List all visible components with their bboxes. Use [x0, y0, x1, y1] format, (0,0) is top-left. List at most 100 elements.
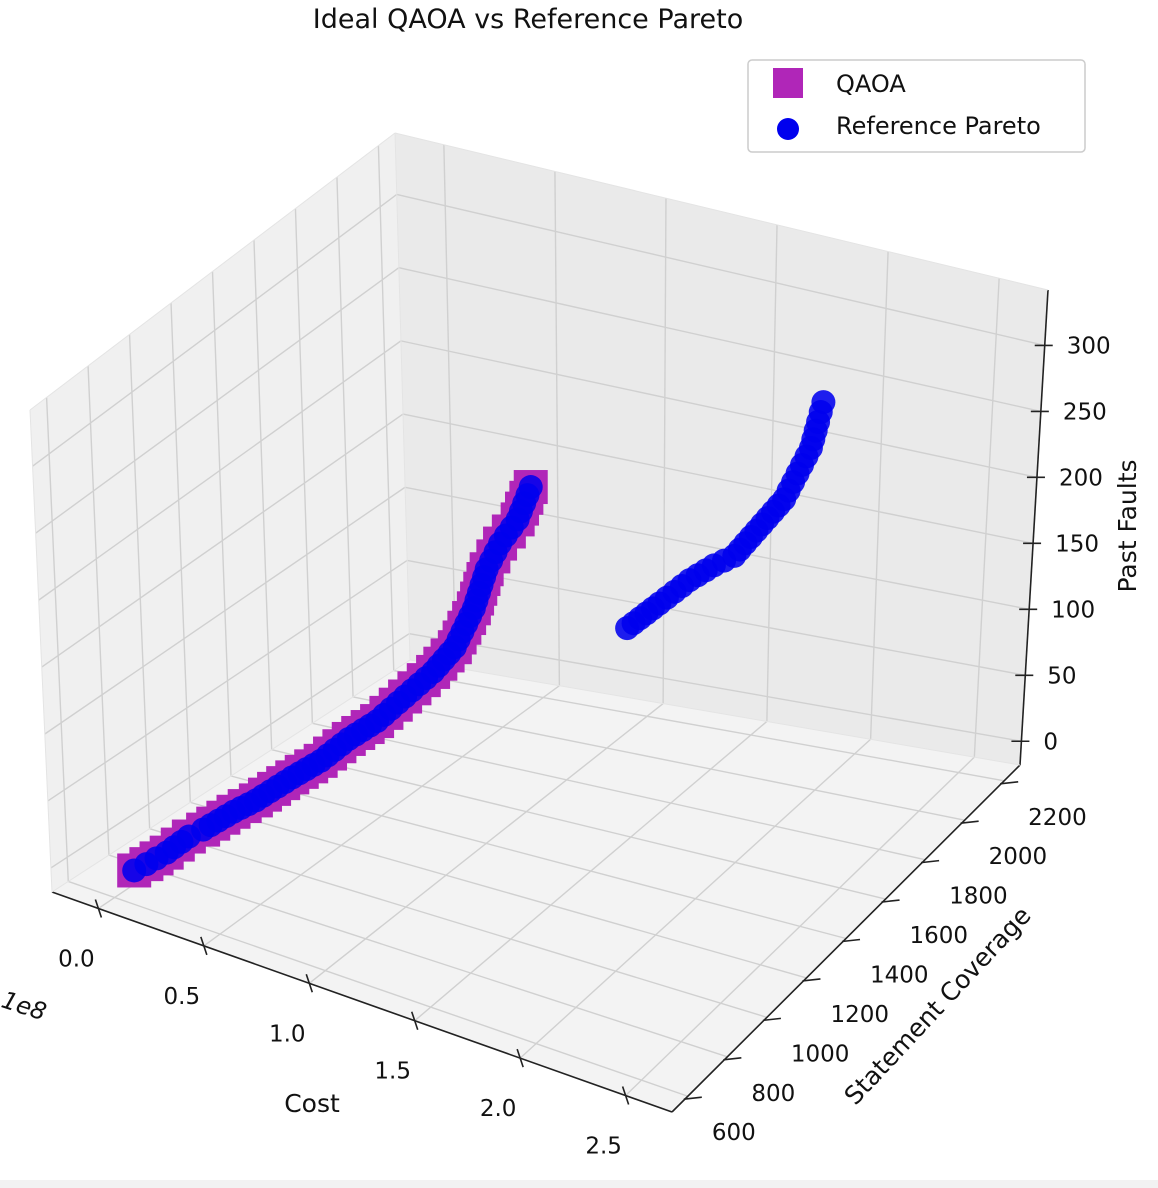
grid-z-wall: [44, 486, 406, 735]
grid-y-floor: [149, 828, 768, 1019]
grid-z-back: [396, 193, 1045, 347]
grid-z-wall: [41, 413, 404, 668]
x-tick-label: 1.0: [269, 1021, 306, 1047]
grid-y-wall: [294, 208, 314, 724]
legend-reference-marker: [777, 118, 799, 140]
chart-title: Ideal QAOA vs Reference Pareto: [313, 4, 743, 35]
legend-qaoa-marker: [773, 68, 803, 98]
y-tick-mark: [762, 1017, 781, 1022]
x-tick-mark: [94, 899, 103, 918]
grid-z-wall: [35, 267, 400, 534]
axes-lines: [29, 132, 1049, 1113]
z-axis-line: [1019, 289, 1049, 766]
x-tick-label: 2.0: [480, 1096, 517, 1122]
y-tick-mark: [841, 938, 861, 943]
y-tick-label: 1400: [870, 963, 929, 989]
y-tick-label: 1800: [949, 884, 1008, 910]
grid-y-wall: [211, 271, 232, 777]
z-tick-label: 0: [1043, 729, 1058, 755]
grid-x-back: [973, 278, 1000, 758]
pane-back: [395, 133, 1048, 765]
x-tick-mark: [200, 936, 208, 956]
grid-z-wall: [38, 340, 402, 601]
grid-y-floor: [352, 696, 965, 821]
z-tick-label: 300: [1067, 333, 1111, 359]
pane-left: [30, 133, 410, 892]
y-tick-label: 1200: [830, 1002, 889, 1028]
grid-z-back: [402, 413, 1034, 545]
grid-z-wall: [32, 193, 398, 467]
data-marks: [117, 390, 836, 888]
pane-edge: [394, 132, 1049, 291]
y-tick-label: 2000: [989, 844, 1048, 870]
y-tick-mark: [723, 1057, 742, 1061]
x-tick-label: 2.5: [585, 1134, 622, 1160]
grid-y-floor: [312, 722, 926, 861]
grid-z-wall: [47, 559, 408, 802]
z-tick-label: 150: [1055, 531, 1099, 557]
x-axis-label: Cost: [284, 1089, 340, 1118]
x-axis-line: [51, 891, 673, 1113]
x-tick-mark: [621, 1086, 630, 1105]
grid-z-back: [400, 340, 1038, 479]
grid-x-back: [554, 171, 561, 686]
legend: QAOA Reference Pareto: [747, 59, 1086, 153]
legend-frame: [747, 59, 1086, 153]
grid-y-floor: [108, 854, 728, 1058]
x-tick-label: 0.0: [58, 946, 95, 972]
pane-edge: [29, 132, 396, 411]
y-tick-mark: [1000, 780, 1019, 785]
grid-x-back: [869, 251, 889, 740]
y-tick-mark: [881, 899, 900, 903]
grid-z-wall: [50, 633, 410, 869]
x-tick-label: 1.5: [374, 1059, 411, 1085]
grid-y-floor: [68, 880, 689, 1097]
x-tick-label: 0.5: [164, 984, 201, 1010]
y-tick-mark: [960, 820, 979, 824]
y-tick-mark: [921, 859, 940, 864]
grid-y-floor: [393, 669, 1005, 782]
pane-edge: [409, 659, 1021, 766]
grid-y-wall: [336, 177, 354, 697]
grid-y-floor: [271, 748, 886, 900]
reference-point: [518, 475, 543, 500]
grid-y-wall: [45, 397, 69, 882]
bottom-strip: [0, 1180, 1158, 1188]
y-tick-label: 1000: [791, 1041, 850, 1067]
grid-y-floor: [230, 775, 847, 940]
y-tick-label: 2200: [1028, 805, 1087, 831]
legend-qaoa-label: QAOA: [836, 70, 906, 98]
x-tick-mark: [516, 1048, 524, 1068]
axes-ticks: 0.0 0.5 1.0 1.5 2.0 2.5 600 800 1000 1200 1400 1600…: [58, 333, 1111, 1159]
z-tick-label: 200: [1059, 465, 1103, 491]
y-tick-label: 1600: [910, 923, 969, 949]
grid-x-back: [443, 144, 457, 668]
pane-edge: [51, 659, 411, 893]
grid-y-wall: [253, 239, 273, 750]
z-tick-label: 250: [1063, 399, 1107, 425]
legend-reference-label: Reference Pareto: [836, 112, 1041, 140]
z-axis-label: Past Faults: [1113, 459, 1142, 592]
y-tick-label: 800: [751, 1081, 795, 1107]
grid-x-back: [766, 224, 778, 722]
x-tick-mark: [305, 974, 314, 993]
grid-z-back: [409, 632, 1022, 742]
y-tick-label: 600: [712, 1120, 756, 1146]
y-tick-mark: [802, 978, 821, 982]
pane-edge: [394, 132, 411, 661]
reference-point: [811, 390, 836, 415]
grid-y-wall: [87, 365, 110, 856]
grid-y-wall: [170, 302, 192, 803]
pane-edge: [29, 409, 53, 893]
grid-y-wall: [128, 334, 151, 829]
z-tick-label: 50: [1047, 663, 1076, 689]
grid-x-back: [662, 198, 667, 704]
grid-z-back: [398, 266, 1041, 413]
y-tick-mark: [683, 1096, 702, 1101]
x-offset-label: 1e8: [0, 986, 50, 1027]
x-tick-mark: [410, 1011, 419, 1030]
grid-y-floor: [190, 801, 807, 979]
grid-z-back: [407, 559, 1026, 676]
grid-y-wall: [377, 145, 395, 671]
